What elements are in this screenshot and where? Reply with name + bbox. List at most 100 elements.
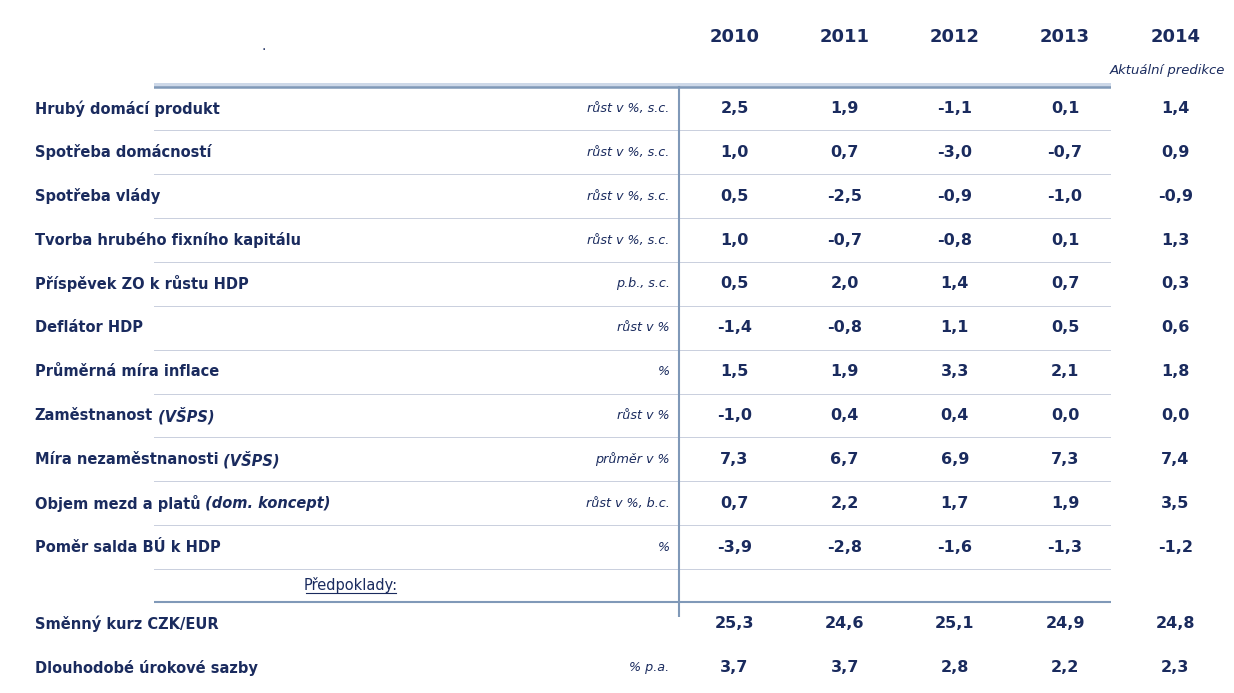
- Text: 2,1: 2,1: [1051, 364, 1080, 379]
- Text: -1,2: -1,2: [1157, 540, 1193, 554]
- Text: 0,5: 0,5: [721, 277, 749, 292]
- Text: (VŠPS): (VŠPS): [218, 450, 280, 468]
- Text: 2,5: 2,5: [721, 101, 749, 116]
- Text: 1,4: 1,4: [940, 277, 969, 292]
- Text: Zaměstnanost: Zaměstnanost: [35, 408, 153, 423]
- Text: růst v %: růst v %: [617, 322, 670, 334]
- Text: -1,1: -1,1: [938, 101, 972, 116]
- Text: 2,3: 2,3: [1161, 660, 1190, 675]
- Text: 2013: 2013: [1040, 28, 1090, 46]
- Text: Předpoklady:: Předpoklady:: [304, 577, 397, 593]
- Text: -2,5: -2,5: [827, 188, 863, 204]
- Text: růst v %, s.c.: růst v %, s.c.: [587, 146, 670, 159]
- Text: 6,7: 6,7: [830, 452, 859, 467]
- Text: -1,6: -1,6: [938, 540, 972, 554]
- Text: (dom. koncept): (dom. koncept): [200, 495, 331, 511]
- Text: 24,6: 24,6: [824, 616, 865, 631]
- Text: 2,2: 2,2: [1051, 660, 1080, 675]
- Text: 1,5: 1,5: [721, 364, 749, 379]
- Text: 1,0: 1,0: [721, 233, 749, 247]
- Text: růst v %, s.c.: růst v %, s.c.: [587, 234, 670, 247]
- Text: průměr v %: průměr v %: [595, 453, 670, 466]
- Text: -3,0: -3,0: [938, 145, 972, 160]
- Text: 0,7: 0,7: [1051, 277, 1080, 292]
- Text: -2,8: -2,8: [827, 540, 863, 554]
- Text: 2010: 2010: [710, 28, 759, 46]
- Text: 0,7: 0,7: [830, 145, 859, 160]
- Text: -0,9: -0,9: [938, 188, 972, 204]
- Text: růst v %, s.c.: růst v %, s.c.: [587, 102, 670, 115]
- Text: -1,0: -1,0: [1048, 188, 1082, 204]
- Text: 3,7: 3,7: [721, 660, 749, 675]
- Text: 0,0: 0,0: [1161, 408, 1190, 423]
- Text: Směnný kurz CZK/EUR: Směnný kurz CZK/EUR: [35, 615, 218, 632]
- Text: Poměr salda BÚ k HDP: Poměr salda BÚ k HDP: [35, 540, 221, 554]
- Text: 2,8: 2,8: [940, 660, 969, 675]
- Text: 0,9: 0,9: [1161, 145, 1190, 160]
- Text: 1,9: 1,9: [1051, 495, 1080, 511]
- Text: -1,3: -1,3: [1048, 540, 1082, 554]
- Text: 25,1: 25,1: [935, 616, 975, 631]
- Text: 0,1: 0,1: [1051, 101, 1080, 116]
- Text: Dlouhodobé úrokové sazby: Dlouhodobé úrokové sazby: [35, 660, 258, 676]
- Text: 1,9: 1,9: [830, 101, 859, 116]
- Text: Deflátor HDP: Deflátor HDP: [35, 320, 143, 335]
- Text: Aktuální predikce: Aktuální predikce: [1111, 64, 1225, 77]
- Text: %: %: [658, 541, 670, 554]
- Text: Spotřeba domácností: Spotřeba domácností: [35, 144, 211, 160]
- Text: 2012: 2012: [930, 28, 980, 46]
- Text: Hrubý domácí produkt: Hrubý domácí produkt: [35, 100, 220, 117]
- Text: Míra nezaměstnanosti: Míra nezaměstnanosti: [35, 452, 218, 467]
- Text: 1,9: 1,9: [830, 364, 859, 379]
- Text: .: .: [262, 40, 267, 53]
- Text: 2011: 2011: [819, 28, 870, 46]
- Text: růst v %, s.c.: růst v %, s.c.: [587, 190, 670, 203]
- Text: 2,0: 2,0: [830, 277, 859, 292]
- Text: -0,7: -0,7: [827, 233, 863, 247]
- Text: 7,3: 7,3: [1051, 452, 1080, 467]
- Text: Příspěvek ZO k růstu HDP: Příspěvek ZO k růstu HDP: [35, 275, 248, 292]
- Text: -0,7: -0,7: [1048, 145, 1082, 160]
- Text: 0,4: 0,4: [940, 408, 969, 423]
- Text: % p.a.: % p.a.: [629, 661, 670, 674]
- Text: 0,4: 0,4: [830, 408, 859, 423]
- Text: Objem mezd a platů: Objem mezd a platů: [35, 495, 200, 511]
- Text: (VŠPS): (VŠPS): [153, 407, 215, 424]
- Text: 0,5: 0,5: [721, 188, 749, 204]
- Text: růst v %: růst v %: [617, 409, 670, 422]
- Text: 0,5: 0,5: [1051, 320, 1080, 335]
- Text: 24,9: 24,9: [1045, 616, 1085, 631]
- Text: 0,6: 0,6: [1161, 320, 1190, 335]
- Text: 1,4: 1,4: [1161, 101, 1190, 116]
- Text: 0,3: 0,3: [1161, 277, 1190, 292]
- FancyBboxPatch shape: [22, 13, 1230, 87]
- Text: 0,1: 0,1: [1051, 233, 1080, 247]
- Text: -3,9: -3,9: [717, 540, 752, 554]
- Text: 2014: 2014: [1150, 28, 1201, 46]
- Text: 2,2: 2,2: [830, 495, 859, 511]
- Text: %: %: [658, 365, 670, 378]
- Text: 7,3: 7,3: [721, 452, 749, 467]
- Text: Tvorba hrubého fixního kapitálu: Tvorba hrubého fixního kapitálu: [35, 232, 301, 248]
- Text: 3,3: 3,3: [940, 364, 969, 379]
- Text: Průměrná míra inflace: Průměrná míra inflace: [35, 364, 218, 379]
- Text: 3,5: 3,5: [1161, 495, 1190, 511]
- Text: 1,3: 1,3: [1161, 233, 1190, 247]
- Text: Spotřeba vlády: Spotřeba vlády: [35, 188, 159, 204]
- Text: 0,7: 0,7: [721, 495, 749, 511]
- Text: -0,9: -0,9: [1157, 188, 1193, 204]
- Text: -0,8: -0,8: [827, 320, 863, 335]
- Text: růst v %, b.c.: růst v %, b.c.: [586, 497, 670, 509]
- Text: -1,4: -1,4: [717, 320, 752, 335]
- Text: 25,3: 25,3: [714, 616, 754, 631]
- Text: p.b., s.c.: p.b., s.c.: [616, 277, 670, 290]
- Text: 1,7: 1,7: [940, 495, 969, 511]
- Text: 1,8: 1,8: [1161, 364, 1190, 379]
- Text: 1,1: 1,1: [940, 320, 969, 335]
- Text: -1,0: -1,0: [717, 408, 752, 423]
- Text: 1,0: 1,0: [721, 145, 749, 160]
- Text: 6,9: 6,9: [940, 452, 969, 467]
- Text: 3,7: 3,7: [830, 660, 859, 675]
- FancyBboxPatch shape: [22, 5, 1230, 13]
- Text: -0,8: -0,8: [938, 233, 972, 247]
